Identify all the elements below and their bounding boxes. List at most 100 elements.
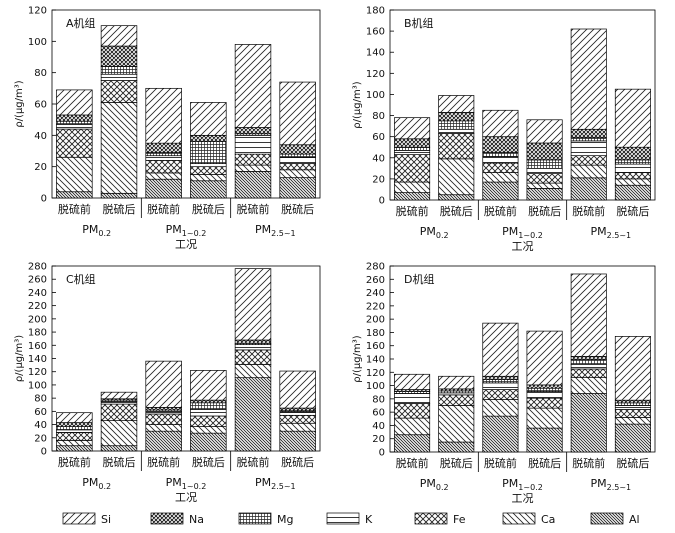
category-label: 脱硫后 [281, 202, 314, 216]
legend-swatch-fe [414, 512, 448, 525]
category-label: 脱硫前 [484, 204, 517, 218]
legend-swatch-na [150, 512, 184, 525]
bar-segment-fe [56, 128, 93, 158]
y-tick-label: 80 [34, 394, 47, 405]
bar-segment-k [570, 363, 607, 370]
bar-segment-mg [190, 402, 227, 410]
panel-c: 0 20 40 60 80 100 120 140 160 180 200 220 240 260 280 脱… [14, 262, 321, 504]
group-label: PM1~0.2 [166, 223, 207, 238]
bar-segment-k [145, 411, 182, 415]
category-label: 脱硫前 [237, 455, 270, 469]
y-tick-label: 100 [28, 37, 47, 48]
bar-segment-mg [279, 153, 316, 158]
bar-segment-si [190, 102, 227, 136]
bar-segment-na [279, 144, 316, 155]
y-axis-title: ρ/(μg/m³) [14, 335, 25, 382]
panel-title: B机组 [404, 16, 434, 30]
bar-segment-k [394, 393, 431, 404]
y-tick-label: 260 [28, 275, 47, 286]
y-tick-label: 180 [366, 6, 385, 17]
bar-segment-si [394, 373, 431, 390]
category-label: 脱硫后 [281, 455, 314, 469]
panel-title: D机组 [404, 272, 434, 286]
y-tick-label: 100 [28, 380, 47, 391]
y-tick-label: 0 [41, 194, 47, 205]
y-tick-label: 40 [34, 131, 47, 142]
bar-segment-k [279, 411, 316, 416]
bar-segment-al [279, 430, 316, 452]
y-tick-label: 140 [28, 354, 47, 365]
y-tick-label: 160 [366, 27, 385, 38]
y-tick-label: 40 [372, 421, 385, 432]
y-tick-label: 20 [372, 174, 385, 185]
bar-segment-na [614, 399, 651, 404]
bar-segment-ca [482, 399, 519, 417]
bar-segment-mg [56, 120, 93, 125]
y-tick-label: 140 [366, 48, 385, 59]
bar-segment-ca [279, 422, 316, 432]
bar-segment-si [614, 88, 651, 148]
legend-swatch-al [590, 512, 624, 525]
y-tick-label: 120 [366, 368, 385, 379]
group-label: PM2.5~1 [255, 223, 296, 238]
x-axis-title: 工况 [512, 492, 534, 505]
bar-segment-fe [394, 403, 431, 419]
bar-segment-k [100, 401, 138, 405]
y-tick-label: 80 [34, 68, 47, 79]
y-tick-label: 120 [28, 6, 47, 17]
bar-segment-al [190, 180, 227, 199]
bar-segment-fe [56, 432, 93, 441]
y-tick-label: 20 [372, 434, 385, 445]
x-axis-title: 工况 [512, 240, 534, 253]
y-tick-label: 280 [28, 262, 47, 273]
bar-segment-al [56, 191, 93, 199]
bar-segment-al [526, 188, 563, 201]
y-axis-title: ρ/(μg/m³) [14, 80, 25, 127]
y-tick-label: 80 [372, 394, 385, 405]
bar-segment-ca [526, 407, 563, 429]
bar-segment-si [145, 87, 182, 144]
bar-segment-si [482, 322, 519, 377]
y-tick-label: 80 [372, 111, 385, 122]
category-label: 脱硫后 [440, 204, 473, 218]
category-label: 脱硫后 [528, 456, 561, 470]
bar-segment-ca [100, 420, 138, 447]
bar-segment-al [234, 171, 272, 199]
bar-segment-ca [438, 158, 475, 196]
bar-segment-na [614, 146, 651, 161]
bar-segment-si [100, 25, 138, 47]
bar-segment-si [526, 330, 563, 386]
bar-segment-k [526, 391, 563, 399]
y-tick-label: 40 [372, 153, 385, 164]
panel-title: A机组 [66, 16, 96, 30]
bar-segment-si [570, 273, 607, 357]
bar-segment-ca [234, 164, 272, 172]
category-label: 脱硫前 [572, 456, 605, 470]
bar-segment-fe [614, 409, 651, 418]
bar-segment-ca [100, 102, 138, 194]
y-tick-label: 220 [28, 301, 47, 312]
y-tick-label: 0 [41, 447, 47, 458]
bar-segment-si [234, 268, 272, 341]
bar-segment-al [570, 393, 607, 453]
y-tick-label: 60 [372, 132, 385, 143]
bar-segment-k [614, 405, 651, 410]
group-label: PM2.5~1 [591, 477, 632, 492]
bar-segment-fe [100, 403, 138, 421]
bar-segment-na [190, 399, 227, 404]
y-tick-label: 200 [28, 314, 47, 325]
panel-b: 020406080100120140160180脱硫前 脱硫后 脱硫前 脱硫后 脱硫前脱… [352, 6, 656, 253]
bar-segment-fe [570, 368, 607, 378]
legend-label-fe: Fe [453, 513, 466, 526]
legend-label-ca: Ca [541, 513, 555, 526]
plot-frame [389, 9, 656, 201]
bar-segment-al [56, 445, 93, 452]
bar-segment-ca [394, 417, 431, 436]
y-tick-label: 180 [366, 328, 385, 339]
y-tick-label: 260 [366, 275, 385, 286]
bar-segment-na [482, 136, 519, 153]
group-label: PM0.2 [420, 225, 449, 240]
y-tick-label: 60 [34, 407, 47, 418]
bar-segment-k [56, 429, 93, 433]
bar-segment-na [234, 127, 272, 135]
